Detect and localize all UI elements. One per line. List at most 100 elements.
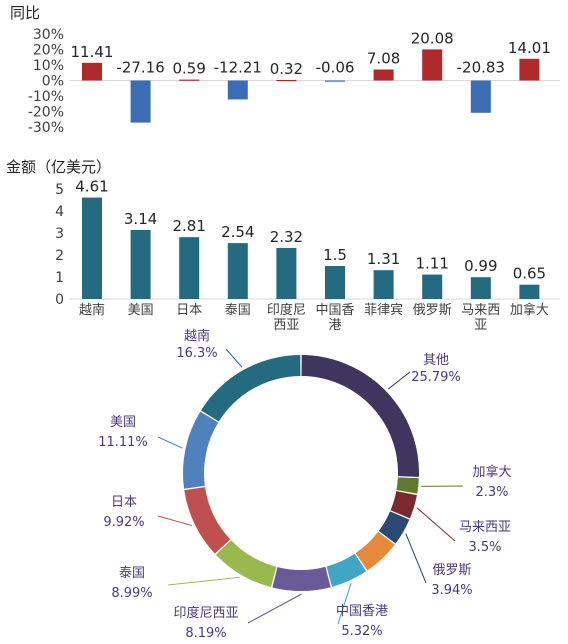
yoy-tick-label: -10%: [28, 89, 64, 105]
yoy-tick-label: 0%: [42, 74, 64, 90]
amount-bar: [179, 237, 200, 299]
donut-leader-line: [247, 593, 302, 624]
donut-slice-name: 加拿大: [472, 464, 511, 480]
donut-slice-name: 泰国: [119, 566, 145, 581]
donut-slice-percent: 3.5%: [468, 540, 501, 555]
yoy-value-label: -27.16: [116, 59, 164, 77]
yoy-value-label: 20.08: [411, 29, 454, 47]
amount-value-label: 0.99: [464, 257, 497, 275]
yoy-tick-label: -20%: [28, 105, 64, 121]
category-label: 马来西: [461, 303, 500, 318]
yoy-value-label: 7.08: [367, 50, 400, 68]
donut-slice-name: 越南: [184, 328, 210, 344]
yoy-bar: [227, 80, 248, 100]
donut-slice: [396, 477, 419, 494]
yoy-value-label: 0.32: [270, 60, 303, 78]
donut-leader-line: [416, 507, 456, 542]
category-label: 加拿大: [510, 302, 549, 318]
category-label: 俄罗斯: [413, 303, 452, 318]
donut-leader-line: [157, 515, 193, 527]
yoy-value-label: 11.41: [71, 43, 114, 61]
category-label: 日本: [176, 303, 202, 318]
category-label: 菲律宾: [364, 302, 403, 318]
donut-slice: [390, 491, 417, 519]
yoy-bar: [325, 80, 345, 82]
yoy-bar: [179, 79, 200, 81]
donut-slice: [326, 553, 367, 587]
donut-leader-line: [157, 436, 183, 449]
donut-slice-name: 中国香港: [336, 604, 388, 619]
amount-bar: [130, 229, 151, 299]
donut-slice-percent: 8.19%: [185, 626, 226, 641]
amount-value-label: 3.14: [124, 210, 157, 228]
amount-bar: [373, 270, 394, 299]
category-label: 中国香: [315, 303, 354, 318]
amount-tick-label: 2: [55, 248, 64, 264]
donut-slice-percent: 11.11%: [98, 435, 148, 450]
amount-tick-label: 1: [55, 270, 64, 286]
category-label: 印度尼: [267, 302, 306, 318]
amount-tick-label: 5: [55, 182, 64, 198]
yoy-bar: [470, 80, 491, 113]
yoy-bar: [130, 80, 151, 123]
donut-slice-percent: 2.3%: [475, 485, 508, 500]
donut-leader-line: [405, 533, 427, 584]
donut-slice-name: 美国: [110, 415, 136, 430]
yoy-tick-label: 10%: [33, 58, 64, 74]
yoy-value-label: 14.01: [508, 39, 551, 57]
amount-tick-label: 3: [55, 226, 64, 242]
donut-slice-name: 其他: [423, 353, 449, 368]
yoy-value-label: 0.59: [172, 60, 205, 78]
yoy-value-label: -12.21: [214, 59, 262, 77]
category-label: 泰国: [225, 303, 251, 318]
category-label: 越南: [79, 302, 105, 318]
yoy-bar: [276, 80, 297, 82]
donut-slice-percent: 25.79%: [411, 370, 461, 385]
yoy-tick-label: 30%: [33, 27, 64, 43]
donut-slice: [301, 355, 419, 477]
donut-slice: [183, 411, 219, 489]
amount-bar: [325, 266, 345, 299]
amount-value-label: 1.11: [415, 255, 448, 273]
donut-slice-percent: 3.94%: [431, 583, 472, 598]
donut-leader-line: [225, 348, 243, 368]
amount-value-label: 2.81: [172, 217, 205, 235]
amount-value-label: 2.32: [270, 228, 303, 246]
donut-leader-line: [167, 576, 240, 586]
donut-slice: [215, 540, 277, 588]
category-label: 美国: [128, 303, 154, 318]
yoy-bar: [519, 58, 540, 81]
amount-bar: [422, 274, 443, 299]
amount-bar: [519, 284, 540, 299]
donut-slice-percent: 8.99%: [111, 586, 152, 601]
amount-bar: [276, 247, 297, 299]
donut-slice-percent: 5.32%: [341, 624, 382, 639]
amount-value-label: 4.61: [75, 178, 108, 196]
donut-slice-name: 马来西亚: [459, 520, 511, 535]
yoy-tick-label: 20%: [33, 43, 64, 59]
amount-bar: [82, 197, 102, 299]
yoy-tick-label: -30%: [28, 120, 64, 136]
amount-bar: [227, 243, 248, 299]
donut-slice: [272, 566, 331, 591]
yoy-bar: [82, 62, 102, 81]
amount-value-label: 2.54: [221, 223, 254, 241]
donut-slice: [184, 487, 231, 554]
amount-value-label: 0.65: [513, 265, 546, 283]
yoy-bar: [422, 49, 443, 81]
yoy-value-label: -20.83: [457, 59, 505, 77]
donut-slice-name: 日本: [111, 495, 137, 510]
category-label: 港: [328, 318, 341, 333]
donut-leader-line: [387, 371, 411, 390]
donut-leader-line: [337, 583, 352, 625]
category-label: 亚: [474, 318, 487, 333]
amount-tick-label: 4: [55, 204, 64, 220]
amount-tick-label: 0: [55, 292, 64, 308]
amount-value-label: 1.31: [367, 250, 400, 268]
donut-slice-percent: 16.3%: [176, 346, 217, 361]
yoy-value-label: -0.06: [316, 59, 355, 77]
yoy-ylabel: 同比: [10, 4, 40, 22]
yoy-bar: [373, 69, 394, 81]
